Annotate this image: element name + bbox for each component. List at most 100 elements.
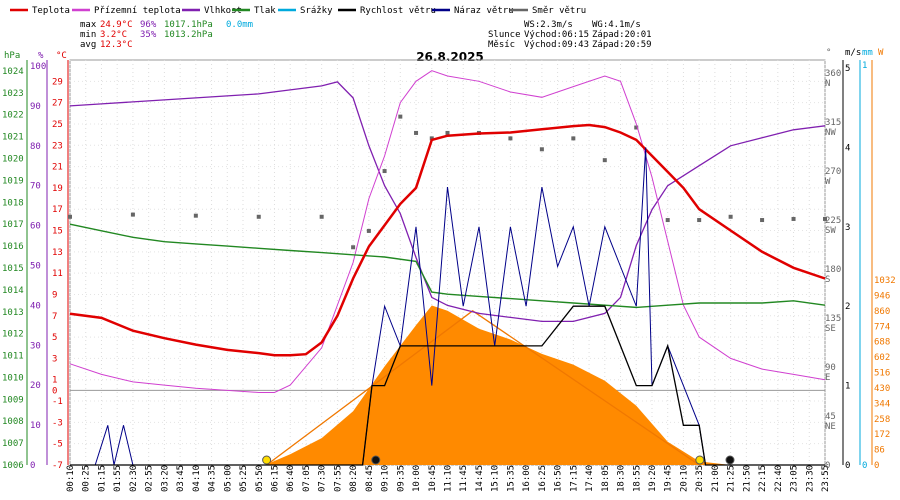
stats-min-hum: 35% bbox=[140, 30, 157, 40]
temp-tick-b-4: 11 bbox=[52, 269, 63, 279]
hum-tick-6: 40 bbox=[30, 301, 41, 311]
series-vlhkost-line bbox=[69, 81, 826, 323]
hum-tick-4: 60 bbox=[30, 222, 41, 232]
wind-dir-point-2 bbox=[193, 213, 198, 218]
legend-label-6: Náraz větru bbox=[454, 6, 514, 16]
hum-tick-7: 30 bbox=[30, 341, 41, 351]
legend-label-2: Vlhkost bbox=[204, 6, 242, 16]
time-tick-28: 15:35 bbox=[506, 465, 516, 492]
hpa-tick-11: 1013 bbox=[2, 308, 24, 318]
sun-label: Slunce bbox=[488, 30, 521, 40]
hum-tick-9: 10 bbox=[30, 421, 41, 431]
hpa-tick-3: 1021 bbox=[2, 133, 24, 143]
time-tick-34: 18:05 bbox=[601, 465, 611, 492]
legend: Teplota Přízemní teplota Vlhkost Tlak Srážky… bbox=[10, 6, 586, 16]
ms-tick-5: 0 bbox=[845, 461, 850, 471]
hum-tick-5: 50 bbox=[30, 261, 41, 271]
time-tick-46: 23:05 bbox=[790, 465, 800, 492]
time-tick-43: 21:50 bbox=[742, 465, 752, 492]
hpa-tick-16: 1008 bbox=[2, 417, 24, 427]
dir-tick-8: 0 bbox=[825, 461, 830, 471]
temp-tick-b-2: 19 bbox=[52, 184, 63, 194]
series-tlak-line bbox=[69, 223, 826, 309]
ms-tick-4: 1 bbox=[845, 382, 850, 392]
dir-unit: ° bbox=[826, 48, 831, 58]
time-tick-19: 08:45 bbox=[365, 465, 375, 492]
time-tick-23: 10:45 bbox=[428, 465, 438, 492]
dir-tick-2: 270 bbox=[825, 167, 841, 177]
time-tick-30: 16:25 bbox=[538, 465, 548, 492]
temp-tick-b-9: -5 bbox=[52, 440, 63, 450]
hpa-tick-15: 1009 bbox=[2, 395, 24, 405]
time-tick-37: 19:20 bbox=[648, 465, 658, 492]
ms-tick-2: 3 bbox=[845, 223, 850, 233]
time-tick-2: 01:15 bbox=[97, 465, 107, 492]
legend-label-1: Přízemní teplota bbox=[94, 6, 181, 16]
time-tick-21: 09:35 bbox=[396, 465, 406, 492]
marker-moonset bbox=[725, 455, 735, 465]
time-tick-9: 04:35 bbox=[208, 465, 218, 492]
series-radiation-area bbox=[70, 305, 825, 465]
temp-tick-b-7: 0 bbox=[52, 386, 57, 396]
wind-dir-point-22 bbox=[791, 216, 796, 221]
series-teplota-line bbox=[69, 123, 826, 357]
w-tick-12: 0 bbox=[874, 461, 879, 471]
w-tick-4: 688 bbox=[874, 338, 890, 348]
hum-tick-8: 20 bbox=[30, 381, 41, 391]
temp-tick-b-8: -1 bbox=[52, 397, 63, 407]
hpa-tick-2: 1022 bbox=[2, 111, 24, 121]
time-tick-45: 22:40 bbox=[774, 465, 784, 492]
hpa-tick-9: 1015 bbox=[2, 264, 24, 274]
time-tick-17: 07:55 bbox=[333, 465, 343, 492]
w-unit: W bbox=[878, 48, 884, 58]
wind-dir-point-4 bbox=[319, 214, 324, 219]
w-tick-9: 258 bbox=[874, 415, 890, 425]
dir-tick-6: 90 bbox=[825, 363, 836, 373]
wind-dir-point-20 bbox=[728, 214, 733, 219]
stats-avg-label: avg bbox=[80, 40, 96, 50]
w-tick-11: 86 bbox=[874, 446, 885, 456]
time-tick-27: 15:10 bbox=[491, 465, 501, 492]
hum-tick-0: 100 bbox=[30, 62, 46, 72]
wind-dir-point-6 bbox=[366, 228, 371, 233]
sun-rise: Východ:06:15 bbox=[524, 30, 589, 40]
sun-set: Západ:20:01 bbox=[592, 30, 652, 40]
dir-tick-7: 45 bbox=[825, 412, 836, 422]
dir-tick-5: 135 bbox=[825, 314, 841, 324]
wind-dir-point-17 bbox=[634, 125, 639, 130]
time-tick-6: 03:20 bbox=[160, 465, 170, 492]
stats-max-press: 1017.1hPa bbox=[164, 20, 213, 30]
w-tick-6: 516 bbox=[874, 369, 890, 379]
time-tick-47: 23:30 bbox=[805, 465, 815, 492]
time-tick-1: 00:25 bbox=[82, 465, 92, 492]
temp-tick-5: 9 bbox=[52, 290, 57, 300]
time-tick-44: 22:15 bbox=[758, 465, 768, 492]
time-tick-33: 17:40 bbox=[585, 465, 595, 492]
moon-rise: Východ:09:43 bbox=[524, 40, 589, 50]
moon-set: Západ:20:59 bbox=[592, 40, 652, 50]
time-tick-3: 01:55 bbox=[113, 465, 123, 492]
time-tick-36: 18:55 bbox=[632, 465, 642, 492]
mm-tick-1: 0 bbox=[862, 461, 867, 471]
dir-name-6: E bbox=[825, 373, 830, 383]
hum-unit: % bbox=[38, 51, 44, 61]
legend-label-0: Teplota bbox=[32, 6, 70, 16]
time-tick-26: 14:45 bbox=[475, 465, 485, 492]
wind-dir-point-8 bbox=[398, 114, 403, 119]
axes: 00:10 00:25 01:15 01:55 02:30 02:55 03:20 03:45… bbox=[2, 48, 896, 492]
w-tick-2: 860 bbox=[874, 307, 890, 317]
wind-dir-point-18 bbox=[665, 218, 670, 223]
temp-tick-b-6: 3 bbox=[52, 354, 57, 364]
dir-name-7: NE bbox=[825, 422, 836, 432]
stats-min-temp: 3.2°C bbox=[100, 30, 127, 40]
stats-min-label: min bbox=[80, 30, 96, 40]
legend-label-5: Rychlost větru bbox=[360, 6, 436, 16]
time-tick-20: 09:10 bbox=[381, 465, 391, 492]
time-tick-18: 08:20 bbox=[349, 465, 359, 492]
time-tick-8: 04:10 bbox=[192, 465, 202, 492]
dir-tick-3: 225 bbox=[825, 216, 841, 226]
wind-dir-point-9 bbox=[414, 130, 419, 135]
wind-wg: WG:4.1m/s bbox=[592, 20, 641, 30]
time-tick-31: 16:50 bbox=[554, 465, 564, 492]
